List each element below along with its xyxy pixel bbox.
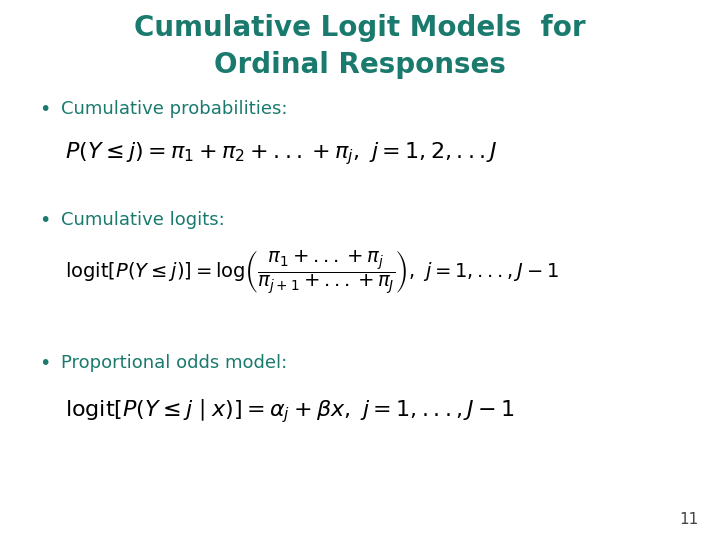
Text: $\mathrm{logit}[P(Y \leq j)] = \mathrm{log}\left(\dfrac{\pi_1 + ...+ \pi_j}{\pi_: $\mathrm{logit}[P(Y \leq j)] = \mathrm{l… [65, 248, 559, 296]
Text: •: • [40, 100, 51, 119]
Text: Ordinal Responses: Ordinal Responses [214, 51, 506, 79]
Text: •: • [40, 211, 51, 229]
Text: Proportional odds model:: Proportional odds model: [61, 354, 287, 372]
Text: •: • [40, 354, 51, 373]
Text: $P(Y \leq j) = \pi_1 + \pi_2 + ...+ \pi_j,\ j = 1,2,...J$: $P(Y \leq j) = \pi_1 + \pi_2 + ...+ \pi_… [65, 140, 498, 167]
Text: 11: 11 [679, 511, 698, 526]
Text: Cumulative probabilities:: Cumulative probabilities: [61, 100, 288, 118]
Text: Cumulative logits:: Cumulative logits: [61, 211, 225, 228]
Text: $\mathrm{logit}[P(Y \leq j \mid x)] = \alpha_j + \beta x,\ j = 1,...,J-1$: $\mathrm{logit}[P(Y \leq j \mid x)] = \a… [65, 397, 515, 424]
Text: Cumulative Logit Models  for: Cumulative Logit Models for [134, 14, 586, 42]
